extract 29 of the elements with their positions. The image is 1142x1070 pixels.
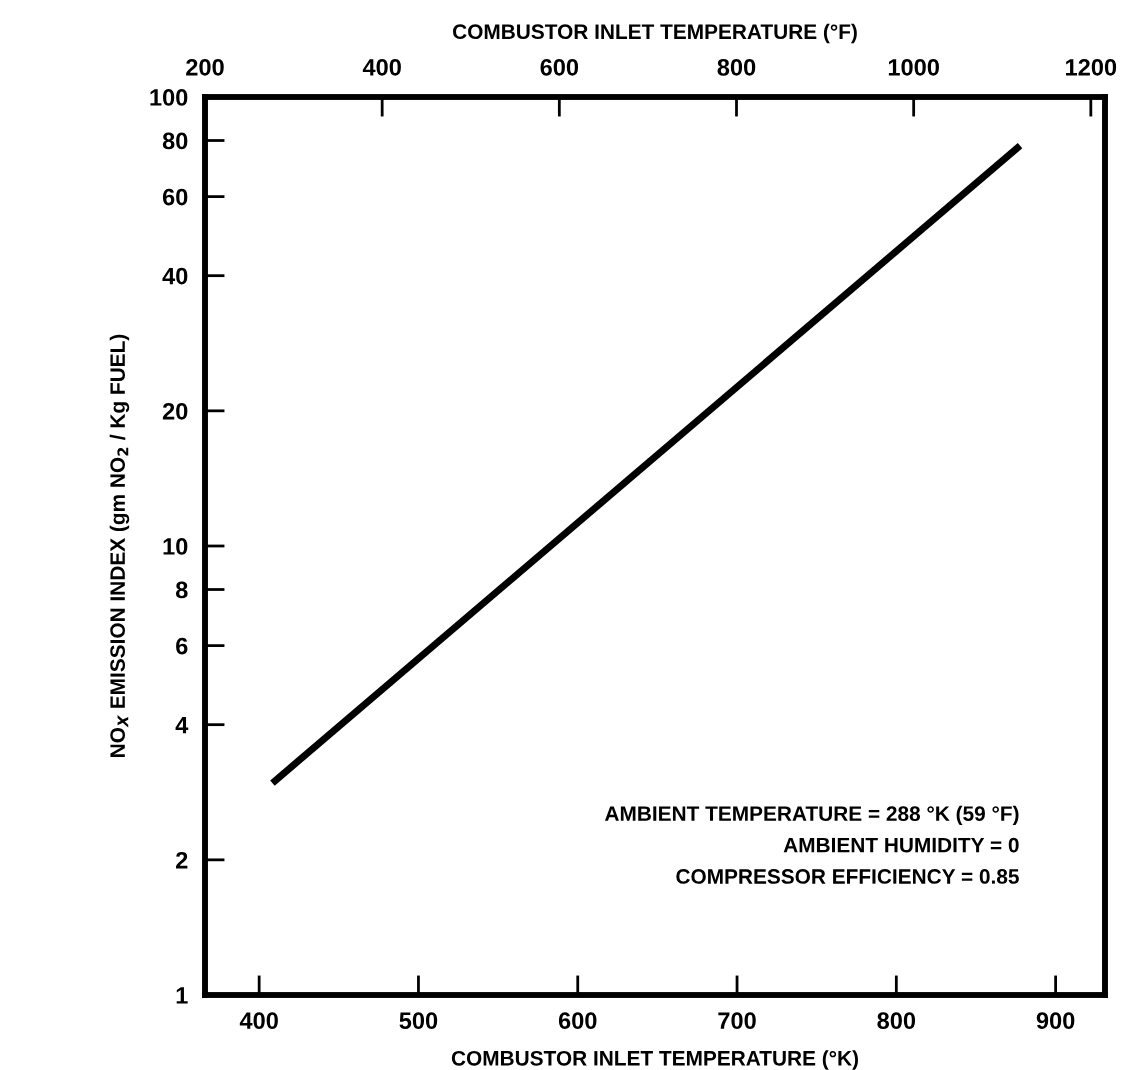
- x2-tick-label: 800: [717, 58, 756, 76]
- x2-tick-label: 1200: [1066, 58, 1117, 76]
- y-tick-label: 8: [175, 581, 188, 599]
- x2-tick-label: 600: [540, 58, 579, 76]
- x2-axis-title: COMBUSTOR INLET TEMPERATURE (°F): [453, 23, 857, 44]
- x2-tick-label: 400: [362, 58, 401, 76]
- x2-tick-label: 200: [186, 58, 224, 76]
- x-tick-label: 500: [399, 1012, 438, 1030]
- annotation: COMPRESSOR EFFICIENCY = 0.85: [676, 869, 1019, 884]
- x-axis-title: COMBUSTOR INLET TEMPERATURE (°K): [451, 1050, 858, 1070]
- x-tick-label: 700: [718, 1012, 756, 1030]
- y-tick-label: 80: [162, 132, 188, 150]
- y-tick-label: 10: [163, 538, 188, 555]
- x-tick-label: 600: [558, 1012, 597, 1030]
- annotation: AMBIENT TEMPERATURE = 288 °K (59 °F): [604, 805, 1019, 826]
- y-tick-label: 6: [176, 637, 188, 655]
- y-tick-label: 4: [175, 716, 189, 734]
- y-tick-label: 60: [162, 188, 188, 206]
- x2-tick-label: 1000: [888, 58, 939, 76]
- y-tick-label: 100: [150, 89, 188, 106]
- y-tick-label: 40: [162, 267, 188, 285]
- y-tick-label: 2: [176, 851, 188, 869]
- annotation: AMBIENT HUMIDITY = 0: [783, 837, 1019, 853]
- x-tick-label: 900: [1036, 1012, 1075, 1030]
- x-tick-label: 400: [239, 1012, 278, 1030]
- y-tick-label: 20: [162, 402, 188, 420]
- x-tick-label: 800: [877, 1012, 916, 1030]
- y-axis-title: NO$_{X}$ EMISSION INDEX (gm NO$_{2}$ / Kg FUEL): [109, 334, 130, 757]
- y-tick-label: 1: [176, 987, 188, 1004]
